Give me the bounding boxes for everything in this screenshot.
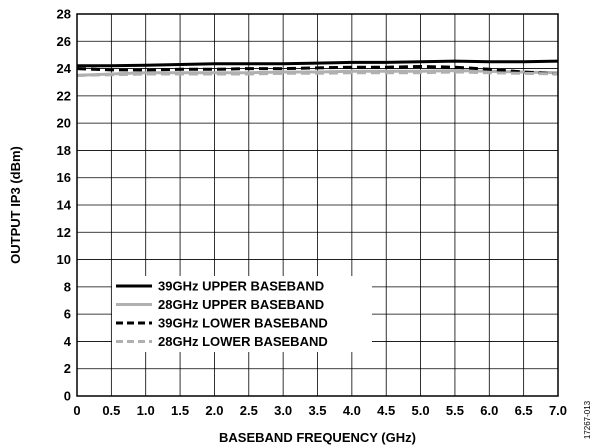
x-tick-label: 3.0 [274, 403, 292, 418]
y-tick-label: 8 [64, 279, 71, 294]
x-tick-label: 5.0 [412, 403, 430, 418]
series-line-3 [76, 65, 559, 76]
x-tick-label: 5.5 [446, 403, 464, 418]
x-tick-label: 1.5 [171, 403, 189, 418]
y-tick-label: 24 [57, 61, 72, 76]
legend-label: 28GHz UPPER BASEBAND [158, 297, 324, 312]
plot-frame [76, 13, 559, 397]
series-group [76, 59, 559, 77]
legend-label: 39GHz UPPER BASEBAND [158, 279, 324, 294]
y-axis-label: OUTPUT IP3 (dBm) [8, 146, 23, 264]
y-tick-label: 4 [64, 334, 72, 349]
x-tick-label: 0.5 [102, 403, 120, 418]
x-tick-label: 0 [73, 403, 80, 418]
legend-background [112, 276, 372, 352]
x-tick-label: 4.5 [377, 403, 395, 418]
y-tick-label: 20 [57, 116, 71, 131]
y-tick-label: 0 [64, 389, 71, 404]
x-tick-label: 2.5 [240, 403, 258, 418]
y-tick-label: 6 [64, 307, 71, 322]
x-tick-label: 6.5 [515, 403, 533, 418]
figure-id: 17267-013 [583, 400, 592, 439]
legend: 39GHz UPPER BASEBAND 28GHz UPPER BASEBAND… [112, 276, 372, 352]
series-line-1 [77, 59, 559, 68]
x-tick-label: 7.0 [549, 403, 567, 418]
y-tick-label: 22 [57, 88, 71, 103]
y-tick-label: 2 [64, 361, 71, 376]
x-tick-label: 3.5 [308, 403, 326, 418]
y-tick-label: 12 [57, 225, 71, 240]
y-tick-label: 28 [57, 7, 71, 22]
legend-label: 39GHz LOWER BASEBAND [158, 316, 328, 331]
series-line-4 [76, 70, 559, 77]
y-tick-label: 16 [57, 170, 71, 185]
x-tick-labels: 0 0.5 1.0 1.5 2.0 2.5 3.0 3.5 4.0 4.5 5.0 5.5 6.0 6.5… [73, 403, 567, 418]
x-tick-label: 1.0 [137, 403, 155, 418]
legend-label: 28GHz LOWER BASEBAND [158, 334, 328, 349]
x-axis-label: BASEBAND FREQUENCY (GHz) [219, 430, 416, 445]
y-tick-label: 14 [57, 198, 72, 213]
y-tick-label: 10 [57, 252, 71, 267]
x-tick-label: 2.0 [205, 403, 223, 418]
y-tick-label: 18 [57, 143, 71, 158]
y-tick-label: 26 [57, 34, 71, 49]
x-tick-label: 4.0 [343, 403, 361, 418]
x-tick-label: 6.0 [480, 403, 498, 418]
